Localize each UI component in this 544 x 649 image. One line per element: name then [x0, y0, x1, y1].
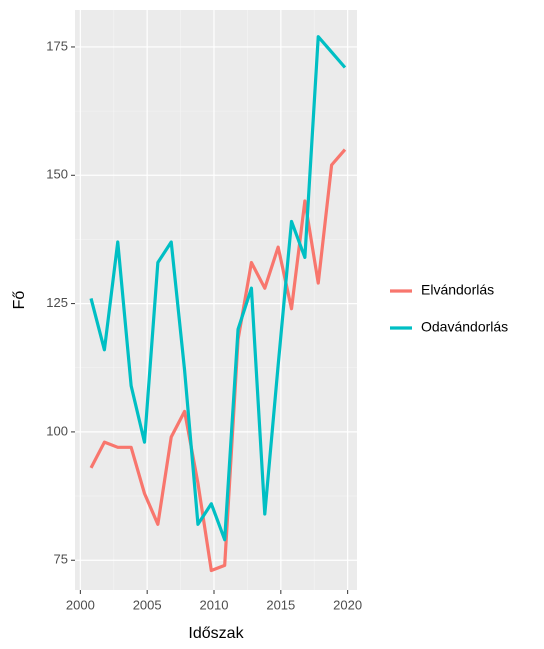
legend-label: Elvándorlás	[421, 282, 494, 298]
y-tick-label: 150	[46, 167, 68, 182]
line	[89, 35, 347, 542]
x-tick-label: 2010	[200, 597, 229, 612]
y-tick-label: 125	[46, 295, 68, 310]
x-tick-label: 2020	[333, 597, 362, 612]
legend-label: Odavándorlás	[421, 319, 508, 335]
y-tick-label: 100	[46, 423, 68, 438]
y-axis-title: Fő	[11, 291, 28, 310]
x-tick-label: 2005	[133, 597, 162, 612]
x-tick-label: 2015	[266, 597, 295, 612]
y-tick-label: 175	[46, 38, 68, 53]
line	[89, 148, 347, 573]
x-axis-title: Időszak	[188, 625, 244, 642]
x-tick-label: 2000	[66, 597, 95, 612]
y-tick-label: 75	[54, 552, 68, 567]
